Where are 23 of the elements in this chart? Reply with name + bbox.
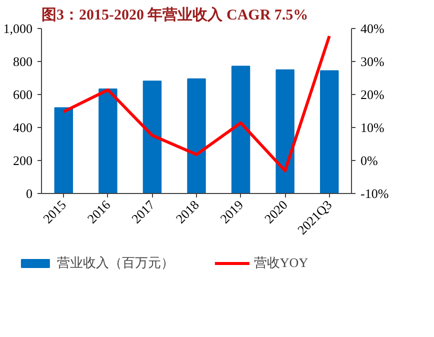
y2-tick-label: 20% — [360, 87, 384, 102]
y2-tick-label: 40% — [360, 21, 384, 36]
y2-tick-label: -10% — [360, 186, 389, 201]
legend-label: 营收YOY — [254, 254, 308, 272]
bar — [231, 66, 250, 194]
y-tick-label: 400 — [13, 120, 32, 135]
bar — [54, 107, 73, 194]
bar — [142, 80, 162, 194]
bar — [276, 69, 294, 194]
y-tick-label: 200 — [13, 153, 32, 168]
y-tick-label: 0 — [26, 186, 32, 201]
legend-label: 营业收入（百万元） — [56, 254, 174, 272]
y2-tick-label: 30% — [360, 54, 384, 69]
bar — [98, 88, 118, 194]
y2-tick-label: 10% — [360, 120, 384, 135]
y2-tick-label: 0% — [360, 153, 378, 168]
line-series — [62, 34, 331, 172]
bar — [187, 78, 206, 194]
bar — [320, 70, 339, 194]
y-tick-label: 1,000 — [3, 21, 32, 36]
y-tick-label: 600 — [13, 87, 32, 102]
chart-title: 图3：2015-2020 年营业收入 CAGR 7.5% — [42, 6, 308, 24]
y-tick-label: 800 — [13, 54, 32, 69]
